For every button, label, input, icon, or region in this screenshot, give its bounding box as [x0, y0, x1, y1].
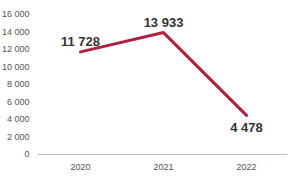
svg-text:2021: 2021: [153, 162, 173, 172]
svg-text:4 478: 4 478: [230, 120, 263, 135]
svg-text:12 000: 12 000: [2, 44, 30, 54]
svg-text:11 728: 11 728: [61, 34, 100, 49]
svg-text:2022: 2022: [236, 162, 256, 172]
svg-text:4 000: 4 000: [7, 114, 30, 124]
svg-text:16 000: 16 000: [2, 9, 30, 19]
svg-text:6 000: 6 000: [7, 97, 30, 107]
svg-text:8 000: 8 000: [7, 79, 30, 89]
svg-text:13 933: 13 933: [144, 15, 184, 30]
svg-text:14 000: 14 000: [2, 27, 30, 37]
svg-text:10 000: 10 000: [2, 62, 30, 72]
svg-text:0: 0: [24, 149, 29, 159]
svg-text:2020: 2020: [70, 162, 90, 172]
svg-text:2 000: 2 000: [7, 132, 30, 142]
